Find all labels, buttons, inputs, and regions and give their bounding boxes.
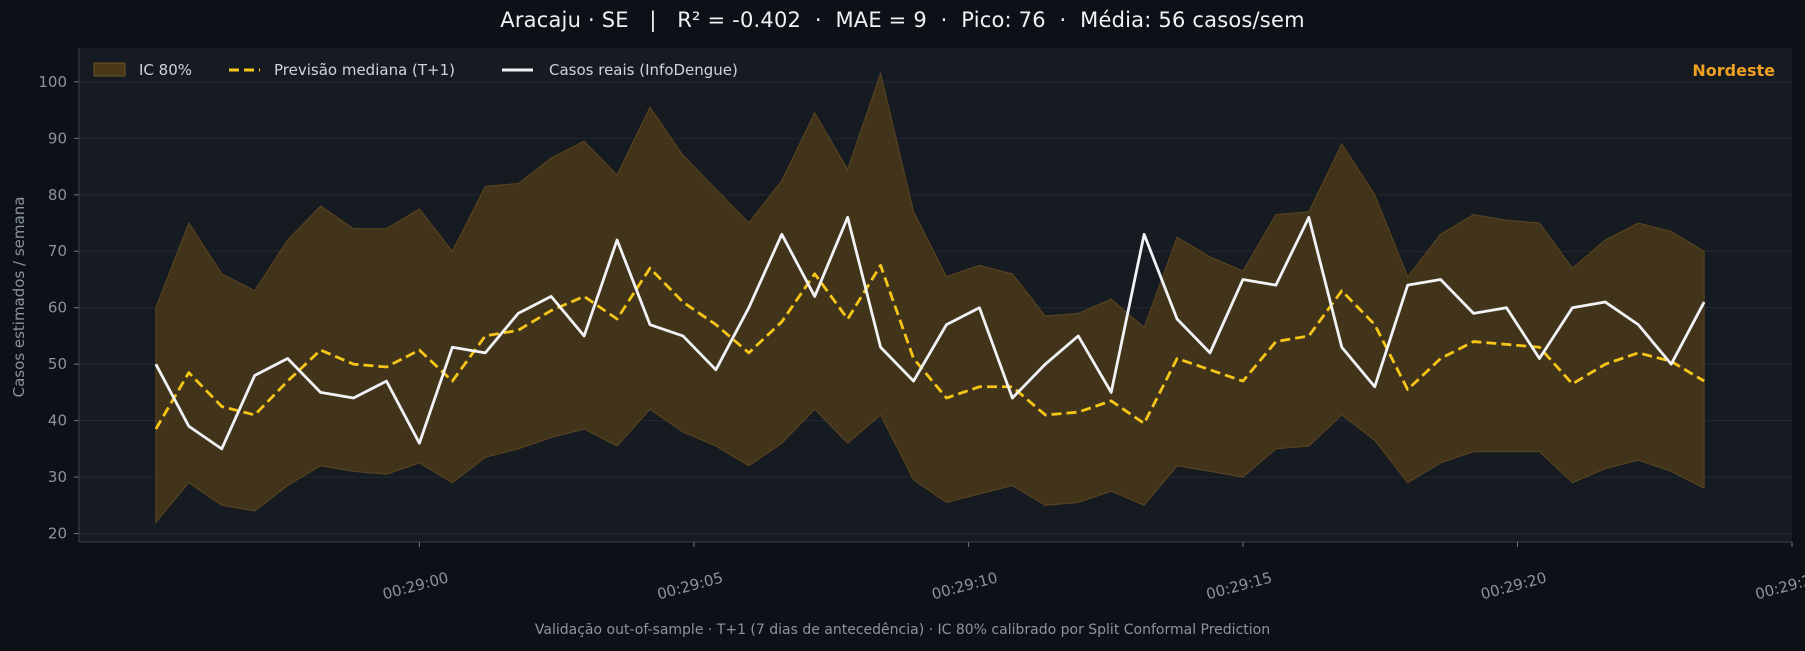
actual-cases-line [154, 215, 1706, 451]
x-tick-label: 00:29:00 [381, 568, 451, 603]
y-tick-label: 100 [38, 73, 67, 91]
legend-label-median: Previsão mediana (T+1) [274, 61, 455, 79]
y-tick-label: 50 [48, 355, 67, 373]
chart-title: Aracaju · SE | R² = -0.402 · MAE = 9 · P… [500, 8, 1305, 32]
series-lines-layer [154, 215, 1706, 451]
x-tick-label: 00:29:20 [1479, 568, 1549, 603]
confidence-band-layer [155, 71, 1705, 524]
y-tick-label: 40 [48, 412, 67, 430]
x-tick-label: 00:29:15 [1204, 568, 1274, 603]
y-tick-label: 80 [48, 186, 67, 204]
median-forecast-line [154, 263, 1705, 430]
legend-swatch-band [93, 62, 126, 77]
x-tick-label: 00:29:10 [930, 568, 1000, 603]
x-tick-label: 00:29:05 [655, 568, 725, 603]
legend: IC 80% Previsão mediana (T+1) Casos reais … [93, 61, 738, 79]
y-tick-label: 70 [48, 242, 67, 260]
y-tick-label: 90 [48, 129, 67, 147]
x-tick-label: 00:29:25 [1753, 568, 1805, 603]
y-tick-label: 30 [48, 468, 67, 486]
region-label: Nordeste [1692, 61, 1775, 80]
y-axis-title: Casos estimados / semana [10, 197, 28, 398]
confidence-band-ic80 [155, 71, 1705, 524]
legend-label-actual: Casos reais (InfoDengue) [549, 61, 738, 79]
chart-footer: Validação out-of-sample · T+1 (7 dias de… [534, 622, 1271, 638]
y-tick-label: 20 [48, 525, 67, 543]
legend-label-band: IC 80% [139, 61, 192, 79]
y-tick-label: 60 [48, 299, 67, 317]
